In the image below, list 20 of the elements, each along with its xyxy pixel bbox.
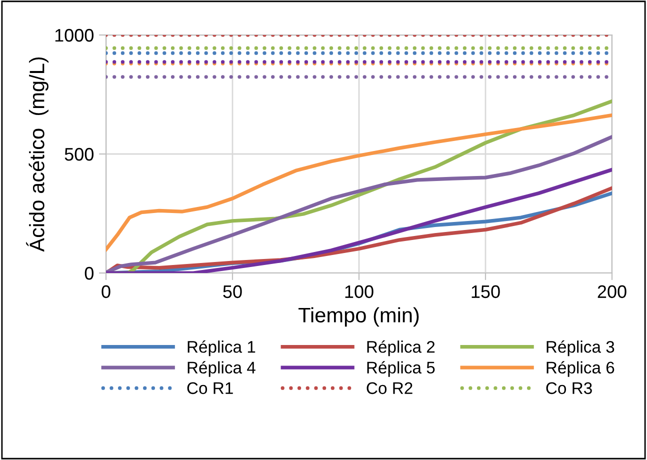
legend-label: Co R1 [187, 382, 233, 394]
x-tick-label: 0 [102, 285, 110, 298]
x-tick-label: 50 [223, 285, 242, 298]
y-tick-label: 500 [64, 148, 94, 161]
x-tick-label: 200 [598, 285, 626, 298]
legend-label: Co R3 [546, 382, 592, 394]
legend-label: Réplica 5 [367, 361, 435, 377]
x-axis-title: Tiempo (min) [298, 307, 419, 327]
legend-label: Co R2 [366, 382, 412, 394]
legend-label: Réplica 4 [188, 361, 256, 377]
legend-label: Réplica 1 [188, 340, 256, 356]
line-series [106, 113, 612, 252]
x-tick-label: 150 [472, 285, 500, 298]
legend-label: Réplica 6 [546, 361, 614, 377]
x-tick-label: 100 [345, 285, 374, 298]
y-axis-title: Ácido acético (mg/L) [26, 57, 48, 252]
y-tick-label: 1000 [55, 28, 94, 42]
legend-label: Réplica 2 [367, 340, 435, 356]
legend-label: Réplica 3 [546, 340, 614, 356]
y-tick-label: 0 [84, 266, 94, 280]
